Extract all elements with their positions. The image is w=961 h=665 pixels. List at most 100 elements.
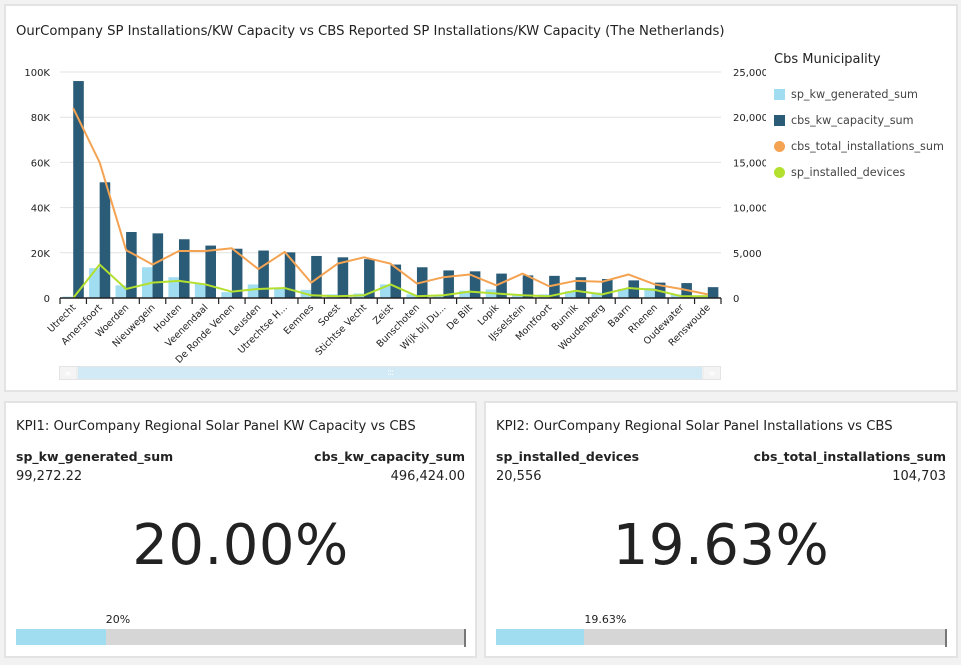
kpi2-left-value: 20,556	[496, 469, 542, 484]
kpi1-right-value: 496,424.00	[390, 469, 465, 484]
combo-chart: 0 20K 40K 60K 80K 100K 0 5,000 10,000 15,000 20,00…	[24, 68, 766, 366]
bar-sp-kw-generated	[141, 267, 153, 298]
y-left-tick-label: 0	[44, 294, 50, 305]
bar-cbs-kw-capacity	[496, 273, 507, 298]
circle-swatch-icon	[774, 166, 785, 178]
kpi2-title: KPI2: OurCompany Regional Solar Panel In…	[496, 419, 893, 434]
bar-cbs-kw-capacity	[364, 259, 375, 298]
kpi2-progress-bar	[496, 629, 947, 647]
kpi1-title: KPI1: OurCompany Regional Solar Panel KW…	[16, 419, 416, 434]
bar-sp-kw-generated	[565, 291, 576, 298]
y-right-tick-label: 0	[733, 294, 739, 305]
bar-cbs-kw-capacity	[284, 252, 296, 298]
bar-cbs-kw-capacity	[443, 270, 454, 298]
bar-sp-kw-generated	[512, 293, 523, 298]
bar-sp-kw-generated	[670, 294, 682, 298]
grip-icon: ≡	[64, 368, 72, 378]
y-right-tick-label: 20,000	[733, 113, 766, 124]
kpi2-progress-fill	[496, 629, 585, 645]
y-left-tick-label: 100K	[24, 68, 50, 79]
kpi2-progress-target-marker	[945, 629, 947, 647]
square-swatch-icon	[774, 88, 785, 100]
kpi1-right-label: cbs_kw_capacity_sum	[314, 449, 465, 464]
bar-cbs-kw-capacity	[205, 245, 216, 298]
grip-icon: :::	[386, 368, 394, 378]
kpi2-right-label: cbs_total_installations_sum	[753, 449, 946, 464]
y-right-tick-label: 15,000	[733, 158, 766, 169]
bar-sp-kw-generated	[247, 284, 259, 298]
circle-swatch-icon	[774, 140, 785, 152]
y-left-tick-label: 60K	[31, 158, 51, 169]
bar-cbs-kw-capacity	[390, 264, 402, 298]
legend-label: cbs_total_installations_sum	[791, 139, 944, 153]
legend: Cbs Municipality sp_kw_generated_sum cbs…	[774, 52, 944, 185]
y-right-tick-label: 5,000	[733, 249, 762, 260]
legend-title: Cbs Municipality	[774, 52, 881, 67]
bar-cbs-kw-capacity	[575, 277, 587, 298]
y-right-tick-label: 10,000	[733, 204, 766, 215]
scroll-handle-left[interactable]: ≡	[60, 367, 76, 379]
legend-item-sp-kw-generated[interactable]: sp_kw_generated_sum	[774, 81, 944, 107]
kpi2-percentage: 19.63%	[612, 513, 830, 578]
y-left-tick-label: 40K	[31, 204, 51, 215]
grip-icon: ≡	[708, 368, 716, 378]
y-right-tick-label: 25,000	[733, 68, 766, 79]
kpi2-progress-label: 19.63%	[584, 613, 627, 626]
y-left-tick-label: 20K	[31, 249, 51, 260]
bar-sp-kw-generated	[644, 288, 655, 298]
kpi1-left-value: 99,272.22	[16, 469, 83, 484]
bar-cbs-kw-capacity	[469, 271, 481, 298]
bar-cbs-kw-capacity	[707, 287, 719, 298]
kpi1-progress-fill	[16, 629, 106, 645]
legend-label: cbs_kw_capacity_sum	[791, 113, 914, 127]
scroll-thumb[interactable]: :::	[78, 367, 702, 379]
kpi2-left-label: sp_installed_devices	[496, 449, 640, 464]
legend-item-cbs-kw-capacity[interactable]: cbs_kw_capacity_sum	[774, 107, 944, 133]
kpi1-percentage: 20.00%	[132, 513, 349, 578]
scroll-handle-right[interactable]: ≡	[704, 367, 720, 379]
axes: 0 20K 40K 60K 80K 100K 0 5,000 10,000 15,000 20,00…	[24, 68, 766, 366]
legend-item-sp-installed-devices[interactable]: sp_installed_devices	[774, 159, 944, 185]
x-tick-label: De Bilt	[445, 302, 475, 332]
lines	[72, 107, 708, 299]
bar-cbs-kw-capacity	[73, 81, 84, 298]
square-swatch-icon	[774, 114, 785, 126]
bar-sp-kw-generated	[432, 295, 444, 298]
chart-panel: OurCompany SP Installations/KW Capacity …	[4, 4, 958, 392]
kpi1-progress-target-marker	[464, 629, 466, 647]
chart-horizontal-scrollbar[interactable]: ≡ ::: ≡	[59, 366, 721, 380]
bar-sp-kw-generated	[194, 283, 206, 298]
kpi2-right-value: 104,703	[892, 469, 946, 484]
bar-cbs-kw-capacity	[231, 248, 243, 298]
gridlines	[60, 71, 721, 254]
kpi1-progress-bar	[16, 629, 466, 647]
kpi2-panel: KPI2: OurCompany Regional Solar Panel In…	[484, 401, 958, 658]
bar-sp-kw-generated	[379, 284, 391, 298]
bar-sp-kw-generated	[459, 290, 470, 298]
bar-sp-kw-generated	[617, 288, 629, 298]
chart-title: OurCompany SP Installations/KW Capacity …	[16, 24, 725, 39]
bar-sp-kw-generated	[168, 277, 179, 298]
bar-sp-kw-generated	[406, 294, 417, 298]
legend-item-cbs-total-installations[interactable]: cbs_total_installations_sum	[774, 133, 944, 159]
bar-cbs-kw-capacity	[522, 275, 534, 298]
bar-sp-kw-generated	[221, 292, 232, 298]
bar-cbs-kw-capacity	[152, 233, 164, 298]
bar-cbs-kw-capacity	[99, 182, 111, 298]
bar-sp-kw-generated	[274, 288, 285, 298]
kpi1-panel: KPI1: OurCompany Regional Solar Panel KW…	[4, 401, 477, 658]
kpi1-left-label: sp_kw_generated_sum	[16, 449, 174, 464]
bar-cbs-kw-capacity	[602, 279, 613, 298]
bar-cbs-kw-capacity	[258, 250, 269, 298]
bar-cbs-kw-capacity	[311, 255, 322, 298]
legend-label: sp_kw_generated_sum	[791, 87, 918, 101]
bar-cbs-kw-capacity	[549, 275, 560, 298]
y-left-tick-label: 80K	[31, 113, 51, 124]
legend-label: sp_installed_devices	[791, 165, 906, 179]
bar-sp-kw-generated	[591, 292, 603, 298]
kpi1-progress-label: 20%	[105, 613, 131, 626]
bar-cbs-kw-capacity	[337, 257, 349, 298]
bar-sp-kw-generated	[89, 268, 100, 298]
bars	[62, 81, 719, 298]
bar-sp-kw-generated	[115, 285, 127, 298]
